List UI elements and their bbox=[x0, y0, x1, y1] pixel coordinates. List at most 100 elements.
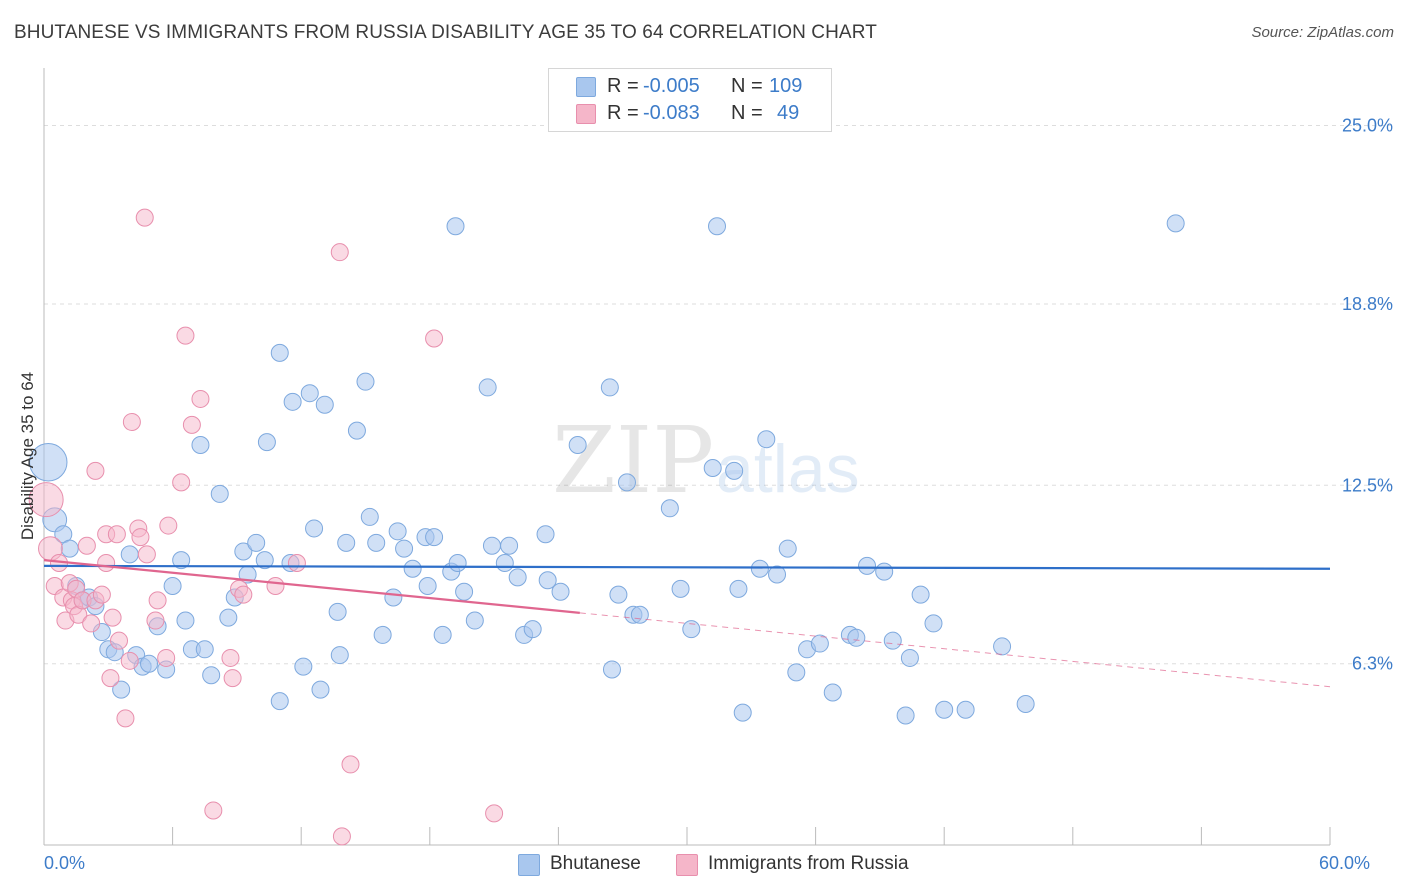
tick-labels: 6.3% 12.5% 18.8% 25.0% 0.0% 60.0% bbox=[44, 116, 1393, 873]
bhutanese-point bbox=[682, 620, 701, 639]
series-label: Bhutanese bbox=[550, 853, 641, 874]
russia-point bbox=[341, 755, 360, 774]
bhutanese-point bbox=[373, 625, 392, 644]
russia-point bbox=[92, 585, 111, 604]
y-axis-label: Disability Age 35 to 64 bbox=[18, 372, 37, 540]
bhutanese-point bbox=[630, 605, 649, 624]
russia-point bbox=[330, 243, 349, 262]
bhutanese-point bbox=[482, 536, 501, 555]
russia-point bbox=[137, 545, 156, 564]
russia-point bbox=[110, 631, 129, 650]
x-tick-label: 0.0% bbox=[44, 853, 85, 873]
russia-point bbox=[120, 651, 139, 670]
bhutanese-point bbox=[210, 484, 229, 503]
bhutanese-point bbox=[924, 614, 943, 633]
russia-trend-line-dashed bbox=[579, 612, 1331, 688]
bhutanese-point bbox=[508, 568, 527, 587]
russia-point bbox=[159, 516, 178, 535]
bhutanese-point bbox=[294, 657, 313, 676]
bhutanese-point bbox=[388, 522, 407, 541]
bhutanese-point bbox=[305, 519, 324, 538]
bhutanese-point bbox=[660, 499, 679, 518]
bhutanese-point bbox=[202, 666, 221, 685]
bhutanese-point bbox=[446, 217, 465, 236]
bhutanese-point bbox=[703, 459, 722, 478]
bhutanese-point bbox=[112, 680, 131, 699]
bhutanese-point bbox=[176, 611, 195, 630]
russia-point bbox=[131, 528, 150, 547]
bhutanese-point bbox=[347, 421, 366, 440]
legend-n-label: N = bbox=[731, 102, 763, 124]
bhutanese-point bbox=[448, 553, 467, 572]
bhutanese-point bbox=[247, 533, 266, 552]
series-legend: Bhutanese Immigrants from Russia bbox=[0, 852, 1406, 878]
bhutanese-point bbox=[234, 542, 253, 561]
series-swatch-pink bbox=[676, 854, 698, 876]
bhutanese-point bbox=[810, 634, 829, 653]
bhutanese-point bbox=[750, 559, 769, 578]
chart-title: BHUTANESE VS IMMIGRANTS FROM RUSSIA DISA… bbox=[14, 22, 877, 43]
bhutanese-point bbox=[270, 343, 289, 362]
bhutanese-point bbox=[523, 620, 542, 639]
bhutanese-point bbox=[1016, 694, 1035, 713]
russia-point bbox=[122, 412, 141, 431]
russia-point bbox=[103, 608, 122, 627]
bhutanese-point bbox=[609, 585, 628, 604]
bhutanese-point bbox=[708, 217, 727, 236]
bhutanese-point bbox=[433, 625, 452, 644]
russia-point bbox=[332, 827, 351, 846]
legend-n-label: N = bbox=[731, 75, 763, 97]
russia-point bbox=[266, 577, 285, 595]
bhutanese-point bbox=[551, 582, 570, 601]
bhutanese-point bbox=[384, 588, 403, 607]
russia-point bbox=[77, 536, 96, 555]
bhutanese-point bbox=[896, 706, 915, 725]
legend-r-value: -0.083 bbox=[643, 102, 700, 124]
bhutanese-point bbox=[418, 577, 437, 595]
bhutanese-point bbox=[757, 430, 776, 449]
bhutanese-point bbox=[900, 648, 919, 667]
series-label: Immigrants from Russia bbox=[708, 853, 909, 874]
bhutanese-point bbox=[725, 461, 744, 480]
bhutanese-point bbox=[883, 631, 902, 650]
russia-point bbox=[116, 709, 135, 728]
trend-lines bbox=[43, 559, 1331, 688]
series-swatch-blue bbox=[518, 854, 540, 876]
bhutanese-point bbox=[163, 577, 182, 595]
russia-point bbox=[234, 585, 253, 604]
bhutanese-point bbox=[257, 433, 276, 452]
bhutanese-point bbox=[465, 611, 484, 630]
russia-point bbox=[148, 591, 167, 610]
bhutanese-point bbox=[956, 700, 975, 719]
bhutanese-point bbox=[330, 646, 349, 665]
bhutanese-point bbox=[500, 536, 519, 555]
bhutanese-point bbox=[568, 435, 587, 454]
bhutanese-point bbox=[255, 551, 274, 570]
russia-point bbox=[86, 461, 105, 480]
russia-point bbox=[97, 553, 116, 572]
bhutanese-point bbox=[360, 507, 379, 526]
bhutanese-point bbox=[425, 528, 444, 547]
stats-legend: R = -0.005 N = 109 R = -0.083 N = 49 bbox=[548, 68, 832, 132]
russia-point bbox=[176, 326, 195, 345]
legend-r-value: -0.005 bbox=[643, 75, 700, 97]
x-tick-label: 60.0% bbox=[1319, 853, 1370, 873]
russia-point bbox=[82, 614, 101, 633]
russia-point bbox=[172, 473, 191, 492]
bhutanese-point bbox=[29, 443, 68, 482]
bhutanese-point bbox=[315, 395, 334, 414]
watermark-zip: ZIP bbox=[552, 407, 714, 514]
russia-point bbox=[191, 389, 210, 408]
bhutanese-point bbox=[875, 562, 894, 581]
bhutanese-point bbox=[337, 533, 356, 552]
bhutanese-point bbox=[617, 473, 636, 492]
russia-point bbox=[107, 525, 126, 544]
bhutanese-point bbox=[768, 565, 787, 584]
data-points bbox=[28, 208, 1185, 846]
bhutanese-point bbox=[311, 680, 330, 699]
bhutanese-point bbox=[478, 378, 497, 397]
russia-point bbox=[182, 415, 201, 434]
legend-swatch-pink bbox=[576, 104, 596, 124]
russia-point bbox=[485, 804, 504, 823]
